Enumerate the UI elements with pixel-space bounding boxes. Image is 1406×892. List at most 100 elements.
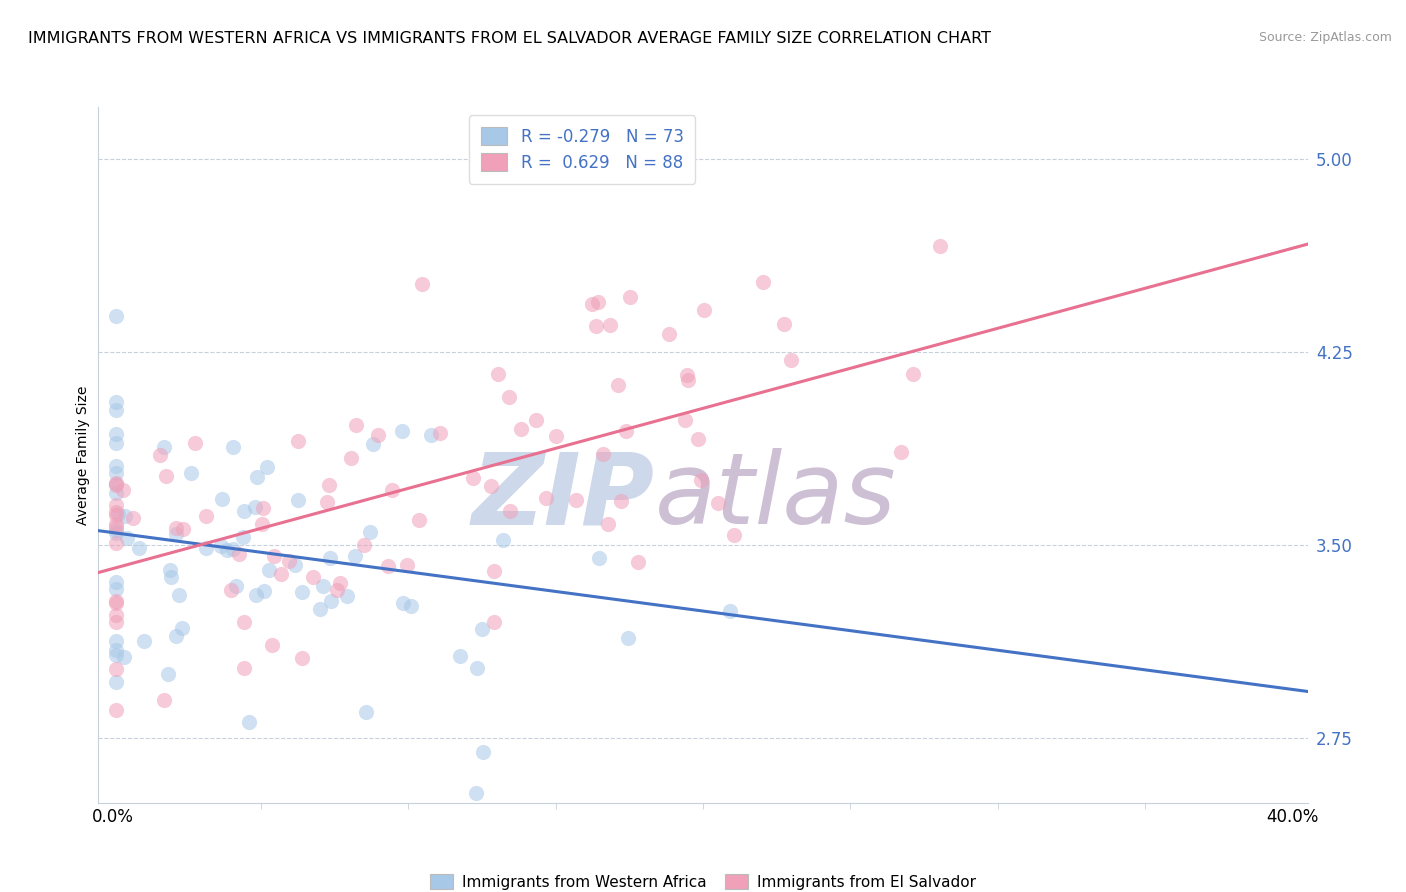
Point [238, 715, 260, 730]
Point [232, 661, 254, 675]
Point [165, 521, 187, 535]
Point [482, 615, 505, 629]
Point [277, 554, 299, 568]
Point [291, 584, 314, 599]
Point [588, 550, 610, 565]
Point [105, 435, 128, 450]
Point [381, 483, 404, 497]
Point [411, 277, 433, 291]
Point [581, 297, 603, 311]
Point [262, 638, 284, 652]
Point [219, 582, 242, 597]
Point [132, 634, 155, 648]
Point [105, 574, 128, 589]
Point [105, 536, 128, 550]
Point [676, 368, 699, 383]
Point [228, 548, 250, 562]
Point [344, 418, 367, 433]
Point [482, 564, 505, 578]
Point [585, 318, 607, 333]
Point [312, 579, 335, 593]
Point [316, 495, 339, 509]
Point [353, 538, 375, 552]
Point [465, 661, 488, 675]
Point [115, 532, 138, 546]
Point [165, 629, 187, 643]
Point [598, 516, 620, 531]
Point [107, 507, 129, 521]
Point [170, 621, 193, 635]
Point [253, 584, 276, 599]
Point [607, 377, 630, 392]
Point [356, 705, 378, 719]
Point [491, 533, 513, 547]
Point [336, 589, 359, 603]
Point [172, 522, 194, 536]
Point [486, 367, 509, 381]
Point [367, 427, 389, 442]
Point [246, 470, 269, 484]
Point [319, 551, 342, 566]
Point [233, 504, 256, 518]
Point [391, 596, 413, 610]
Text: Source: ZipAtlas.com: Source: ZipAtlas.com [1258, 31, 1392, 45]
Point [105, 608, 128, 623]
Point [673, 412, 696, 426]
Point [359, 524, 381, 539]
Point [901, 367, 924, 381]
Legend: Immigrants from Western Africa, Immigrants from El Salvador: Immigrants from Western Africa, Immigran… [422, 866, 984, 892]
Point [408, 513, 430, 527]
Point [209, 540, 232, 554]
Point [344, 549, 367, 564]
Point [149, 449, 172, 463]
Point [429, 426, 451, 441]
Point [232, 615, 254, 630]
Point [225, 579, 247, 593]
Point [472, 745, 495, 759]
Point [658, 327, 681, 342]
Point [329, 575, 352, 590]
Point [211, 491, 233, 506]
Point [114, 508, 136, 523]
Point [391, 425, 413, 439]
Point [105, 477, 128, 491]
Point [751, 275, 773, 289]
Point [693, 303, 716, 318]
Point [159, 570, 181, 584]
Point [616, 424, 638, 438]
Point [287, 493, 309, 508]
Point [105, 634, 128, 648]
Point [510, 422, 533, 436]
Point [318, 478, 340, 492]
Point [524, 413, 547, 427]
Point [215, 543, 238, 558]
Point [363, 437, 385, 451]
Point [546, 429, 568, 443]
Point [153, 440, 176, 454]
Point [184, 436, 207, 450]
Point [928, 239, 950, 253]
Point [180, 466, 202, 480]
Point [153, 693, 176, 707]
Point [105, 594, 128, 608]
Point [105, 499, 128, 513]
Point [222, 542, 245, 557]
Point [340, 451, 363, 466]
Point [155, 469, 177, 483]
Point [780, 353, 803, 368]
Point [105, 615, 128, 629]
Point [167, 588, 190, 602]
Point [599, 318, 621, 333]
Point [723, 527, 745, 541]
Point [105, 486, 128, 500]
Point [399, 599, 422, 614]
Point [309, 602, 332, 616]
Point [105, 648, 128, 662]
Point [718, 604, 741, 618]
Text: ZIP: ZIP [471, 448, 655, 545]
Point [105, 643, 128, 657]
Point [321, 594, 343, 608]
Point [105, 520, 128, 534]
Point [252, 501, 274, 516]
Point [263, 549, 285, 563]
